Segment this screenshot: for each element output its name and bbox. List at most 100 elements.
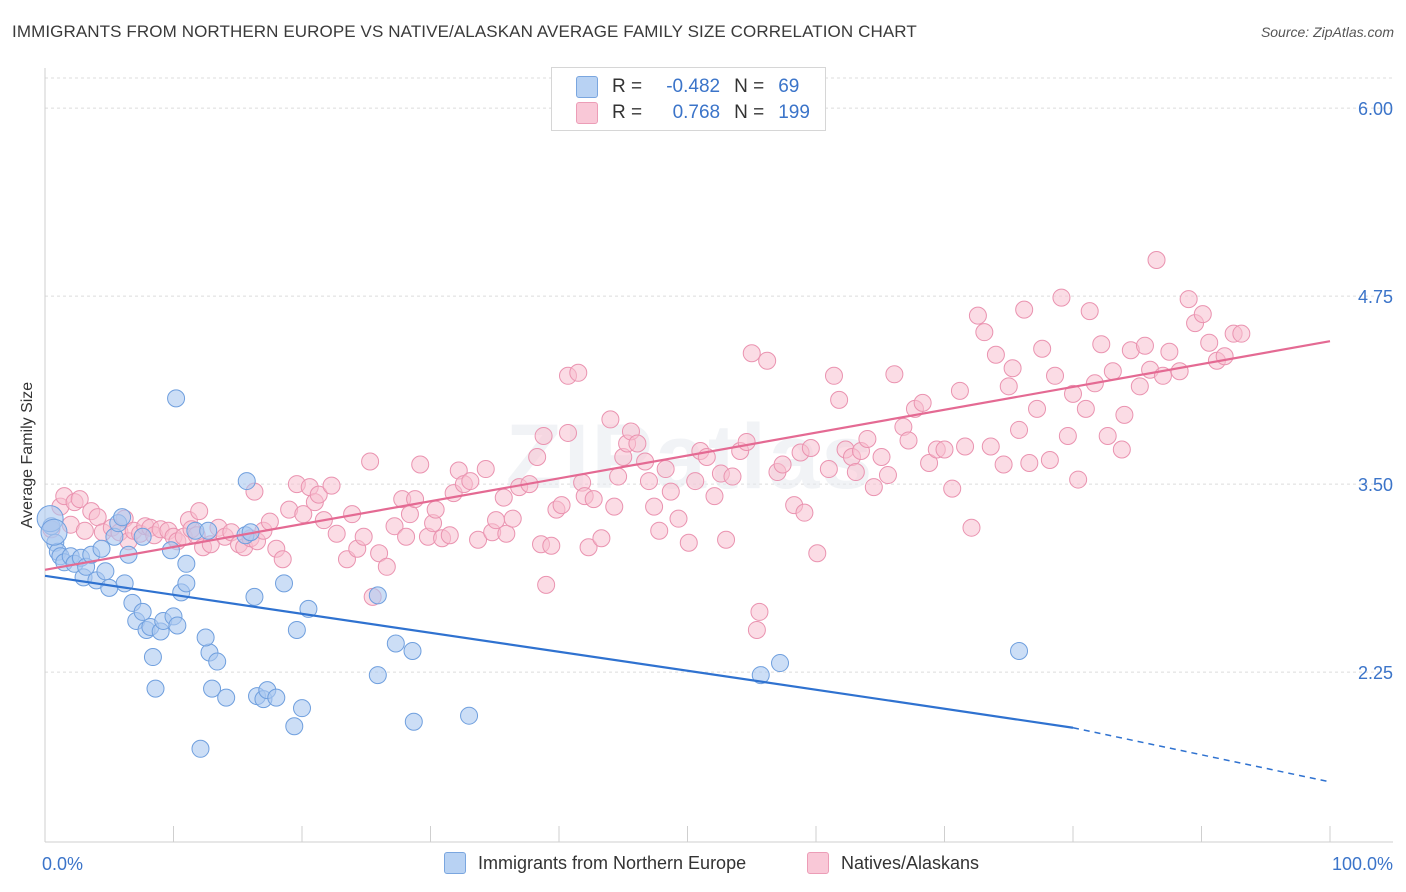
trend-lines [44, 340, 1331, 783]
northern-europe-point [143, 648, 162, 667]
natives-alaskans-point [878, 466, 897, 485]
y-tick-label: 6.00 [1358, 99, 1393, 119]
watermark: ZIPatlas [506, 406, 875, 508]
legend-row-natives-alaskans: R = 0.768 N = 199 [576, 101, 810, 125]
natives-alaskans-point [592, 529, 611, 548]
natives-alaskans-point [1028, 399, 1047, 418]
source-label: Source: ZipAtlas.com [1260, 24, 1394, 40]
natives-alaskans-point [628, 434, 647, 453]
natives-alaskans-point [1052, 288, 1071, 307]
bottom-legend-label: Natives/Alaskans [841, 852, 980, 873]
northern-europe-point [208, 652, 227, 671]
northern-europe-point [368, 586, 387, 605]
natives-alaskans-point [650, 521, 669, 540]
natives-alaskans-point [656, 460, 675, 479]
natives-alaskans-point [1040, 451, 1059, 470]
natives-alaskans-point [986, 345, 1005, 364]
x-tick-labels: 0.0% 100.0% [42, 854, 1393, 874]
natives-alaskans-point [717, 530, 736, 549]
legend-n-value: 199 [778, 102, 810, 123]
natives-alaskans-point [943, 479, 962, 498]
natives-alaskans-point [309, 485, 328, 504]
natives-alaskans-point [956, 437, 975, 456]
natives-alaskans-point [1179, 290, 1198, 309]
natives-alaskans-point [705, 487, 724, 506]
natives-alaskans-point [968, 306, 987, 325]
natives-alaskans-point [1160, 342, 1179, 361]
natives-alaskans-point [534, 426, 553, 445]
natives-alaskans-point [190, 502, 209, 521]
natives-alaskans-point [1130, 377, 1149, 396]
legend-r-value: 0.768 [672, 102, 721, 123]
bottom-legend-northern-europe: Immigrants from Northern Europe [444, 852, 746, 874]
natives-alaskans-point [950, 381, 969, 400]
natives-alaskans-point [795, 503, 814, 522]
natives-alaskans-point [899, 431, 918, 450]
natives-alaskans-point [1215, 347, 1234, 366]
legend-row-northern-europe: R = -0.482 N = 69 [576, 75, 799, 99]
natives-alaskans-point [552, 496, 571, 515]
bottom-legend-swatch-blue [444, 852, 466, 874]
natives-alaskans-point [1115, 405, 1134, 424]
northern-europe-point [368, 666, 387, 685]
natives-alaskans-point [426, 500, 445, 519]
natives-alaskans-point [503, 509, 522, 528]
natives-alaskans-point [579, 538, 598, 557]
natives-alaskans-trend-line [44, 340, 1331, 571]
natives-alaskans-point [864, 478, 883, 497]
natives-alaskans-point [370, 544, 389, 563]
natives-alaskans-point [750, 602, 769, 621]
correlation-legend: R = -0.482 N = 69 R = 0.768 N = 199 [551, 67, 826, 131]
natives-alaskans-point [1193, 305, 1212, 324]
northern-europe-point [167, 389, 186, 408]
natives-alaskans-point [88, 508, 107, 527]
northern-europe-trend-line [44, 574, 1074, 729]
northern-europe-point [161, 541, 180, 560]
natives-alaskans-point [773, 455, 792, 474]
northern-europe-point [177, 554, 196, 573]
chart-title: IMMIGRANTS FROM NORTHERN EUROPE VS NATIV… [12, 22, 917, 41]
northern-europe-point [191, 739, 210, 758]
natives-alaskans-point [686, 472, 705, 491]
natives-alaskans-point [920, 454, 939, 473]
x-tick-label-min: 0.0% [42, 854, 83, 874]
natives-alaskans-point [1098, 426, 1117, 445]
natives-alaskans-point [742, 344, 761, 363]
gridlines [45, 77, 1393, 673]
northern-europe-point [245, 587, 264, 606]
northern-europe-point [275, 574, 294, 593]
northern-europe-point [771, 654, 790, 673]
natives-alaskans-point [846, 463, 865, 482]
natives-alaskans-point [605, 497, 624, 516]
natives-alaskans-point [885, 365, 904, 384]
natives-alaskans-point [1103, 362, 1122, 381]
northern-europe-point [285, 717, 304, 736]
legend-swatch-pink [576, 102, 598, 124]
natives-alaskans-point [601, 410, 620, 429]
northern-europe-point [196, 628, 215, 647]
natives-alaskans-point [1112, 440, 1131, 459]
northern-europe-points [36, 389, 1029, 758]
natives-alaskans-point [400, 505, 419, 524]
bottom-legend-natives-alaskans: Natives/Alaskans [807, 852, 979, 874]
natives-alaskans-point [1058, 426, 1077, 445]
natives-alaskans-point [537, 575, 556, 594]
y-tick-label: 4.75 [1358, 287, 1393, 307]
natives-alaskans-point [1010, 420, 1029, 439]
northern-europe-point [386, 634, 405, 653]
natives-alaskans-point [440, 526, 459, 545]
legend-r-label: R = [612, 76, 643, 97]
natives-alaskans-point [872, 448, 891, 467]
natives-alaskans-point [645, 497, 664, 516]
natives-alaskans-point [476, 460, 495, 479]
bottom-legend-swatch-pink [807, 852, 829, 874]
natives-alaskans-point [994, 455, 1013, 474]
y-tick-label: 3.50 [1358, 475, 1393, 495]
y-tick-label: 2.25 [1358, 663, 1393, 683]
natives-alaskans-point [361, 452, 380, 471]
natives-alaskans-point [354, 527, 373, 546]
y-axis-label: Average Family Size [19, 381, 36, 529]
natives-alaskans-point [1135, 336, 1154, 355]
northern-europe-point [217, 688, 236, 707]
natives-alaskans-point [1200, 333, 1219, 352]
